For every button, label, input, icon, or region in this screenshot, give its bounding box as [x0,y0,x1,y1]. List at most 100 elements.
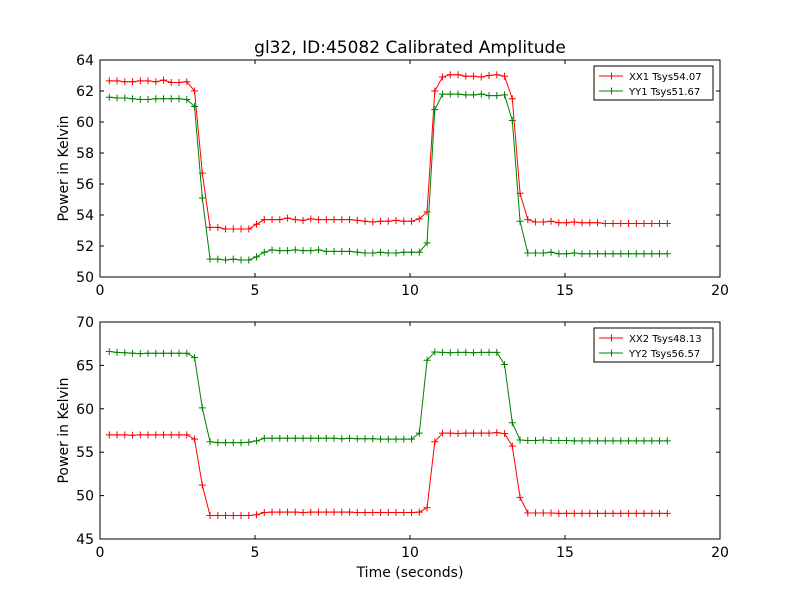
data-point [183,349,191,357]
data-point [299,434,307,442]
data-point [369,249,377,257]
data-point [501,72,509,80]
data-point [625,437,633,445]
data-point [167,431,175,439]
data-point [640,437,648,445]
data-point [307,215,315,223]
data-point [353,509,361,517]
data-point [493,92,501,100]
y-axis-label: Power in Kelvin [56,377,72,483]
data-point [640,509,648,517]
data-point [477,90,485,98]
y-tick-label: 50 [76,489,94,505]
data-point [625,250,633,258]
data-point [346,247,354,255]
data-point [547,509,555,517]
data-point [648,509,656,517]
y-tick-label: 50 [76,270,94,286]
data-point [392,435,400,443]
data-point [284,214,292,222]
data-point [625,220,633,228]
data-point [384,509,392,517]
data-point [214,223,222,231]
data-point [640,250,648,258]
data-point [555,250,563,258]
data-point [648,250,656,258]
data-point [656,220,664,228]
data-point [260,434,268,442]
data-point [291,246,299,254]
data-point [485,429,493,437]
data-point [570,437,578,445]
data-point [268,246,276,254]
data-point [160,76,168,84]
x-tick-label: 10 [401,283,419,299]
data-point [136,431,144,439]
legend-label: XX2 Tsys48.13 [629,334,702,345]
data-point [113,94,121,102]
legend-label: XX1 Tsys54.07 [629,72,702,83]
data-point [206,223,214,231]
data-point [338,508,346,516]
data-point [384,249,392,257]
data-point [291,508,299,516]
data-point [524,249,532,257]
data-point [563,219,571,227]
data-point [454,71,462,79]
data-point [183,96,191,104]
data-point [353,248,361,256]
data-point [338,216,346,224]
data-point [508,442,516,450]
data-point [276,216,284,224]
data-point [462,72,470,80]
data-point [330,508,338,516]
data-point [648,437,656,445]
data-point [462,429,470,437]
data-point [454,90,462,98]
data-point [415,248,423,256]
data-point [524,436,532,444]
data-point [454,430,462,438]
data-point [516,217,524,225]
legend: XX2 Tsys48.13 YY2 Tsys56.57 [593,327,714,363]
data-point [555,509,563,517]
data-point [152,78,160,86]
data-point [508,95,516,103]
data-point [656,437,664,445]
data-point [175,95,183,103]
data-point [423,239,431,247]
data-point [578,219,586,227]
data-point [485,348,493,356]
data-point [493,348,501,356]
data-point [315,508,323,516]
data-point [222,439,230,447]
data-point [260,216,268,224]
data-point [276,247,284,255]
data-point [315,434,323,442]
data-point [253,220,261,228]
x-tick-label: 20 [711,545,729,561]
data-point [160,349,168,357]
y-tick-label: 45 [76,532,94,548]
data-point [563,436,571,444]
data-point [377,509,385,517]
data-point [539,249,547,257]
data-point [663,509,671,517]
data-point [167,78,175,86]
data-point [268,508,276,516]
y-tick-label: 65 [76,358,94,374]
x-tick-label: 20 [711,283,729,299]
data-point [570,509,578,517]
bottom-panel: 0 5 10 15 20 45 50 55 60 65 70 Power in Kelvin XX2 T… [56,315,729,561]
data-point [113,431,121,439]
data-point [198,481,206,489]
data-point [338,435,346,443]
data-point [609,220,617,228]
data-point [152,349,160,357]
y-tick-label: 55 [76,445,94,461]
data-point [462,91,470,99]
data-point [601,250,609,258]
data-point [237,512,245,520]
data-point [129,349,137,357]
